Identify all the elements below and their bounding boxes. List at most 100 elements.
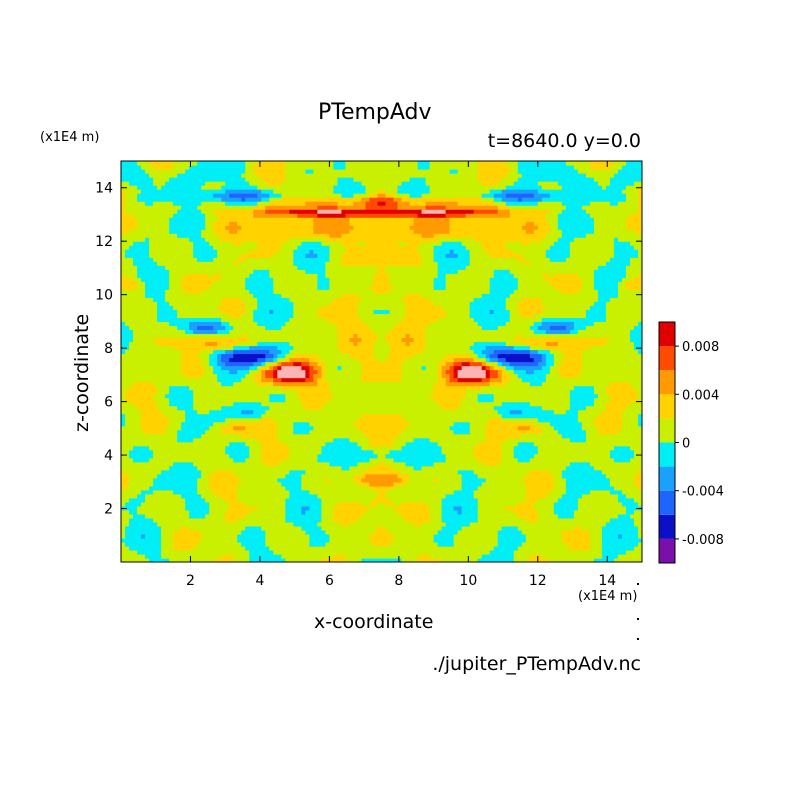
contour-cell [269,513,274,519]
contour-cell [193,413,198,419]
contour-cell [485,441,491,447]
contour-cell [129,505,134,511]
contour-cell [333,441,339,447]
contour-cell [577,505,583,511]
contour-cell [565,457,571,463]
contour-cell [493,441,499,447]
contour-cell [381,425,387,431]
contour-cell [597,453,603,459]
contour-cell [325,421,330,427]
contour-cell [453,473,459,479]
contour-cell [421,437,427,443]
contour-cell [457,429,463,435]
contour-cell [589,529,595,535]
contour-cell [401,505,407,511]
contour-cell [485,457,491,463]
contour-cell [385,425,391,431]
contour-cell [609,421,615,427]
contour-cell [321,521,326,527]
contour-cell [609,477,615,483]
contour-cell [213,433,218,439]
contour-cell [253,537,258,543]
contour-cell [321,497,326,503]
contour-cell [481,541,487,547]
contour-cell [629,449,635,455]
contour-cell [437,477,443,483]
contour-cell [325,553,330,559]
contour-cell [625,533,631,539]
contour-cell [573,513,579,519]
contour-cell [569,417,575,423]
contour-cell [433,441,439,447]
contour-cell [445,533,451,539]
contour-cell [437,501,443,507]
contour-cell [301,457,306,463]
contour-cell [553,505,559,511]
contour-cell [585,449,591,455]
contour-cell [581,533,587,539]
contour-cell [441,413,447,419]
contour-cell [445,469,451,475]
contour-cell [253,501,258,507]
contour-cell [337,493,343,499]
contour-cell [349,437,355,443]
contour-cell [401,465,407,471]
contour-cell [313,541,318,547]
contour-cell [325,521,330,527]
contour-cell [393,505,399,511]
contour-cell [325,513,330,519]
contour-cell [201,469,206,475]
contour-cell [309,505,314,511]
contour-cell [549,513,555,519]
contour-cell [185,469,190,475]
contour-cell [149,501,154,507]
contour-cell [129,449,134,455]
contour-cell [433,553,439,559]
contour-cell [549,537,555,543]
contour-cell [337,513,343,519]
contour-cell [317,473,322,479]
contour-cell [565,517,571,523]
contour-cell [465,485,471,491]
contour-cell [321,553,326,559]
contour-cell [229,453,234,459]
contour-cell [277,437,282,443]
contour-cell [569,433,575,439]
contour-cell [453,481,459,487]
contour-cell [329,557,335,562]
contour-cell [173,421,178,427]
contour-cell [549,521,555,527]
contour-cell [153,521,158,527]
contour-cell [361,477,367,483]
contour-cell [321,413,326,419]
contour-cell [469,521,475,527]
contour-cell [149,453,154,459]
contour-cell [305,557,310,562]
contour-cell [305,497,310,503]
contour-cell [349,497,355,503]
contour-cell [125,437,130,443]
contour-cell [393,513,399,519]
contour-cell [277,469,282,475]
contour-cell [233,509,238,515]
contour-cell [525,421,531,427]
contour-cell [333,521,339,527]
contour-cell [489,461,495,467]
contour-cell [241,557,246,562]
contour-cell [401,413,407,419]
contour-cell [633,525,639,531]
contour-cell [221,485,226,491]
contour-cell [165,485,170,491]
contour-cell [353,549,359,555]
contour-cell [181,421,186,427]
contour-cell [253,465,258,471]
contour-cell [501,449,507,455]
contour-cell [341,437,347,443]
contour-cell [177,409,182,415]
contour-cell [513,545,519,551]
contour-cell [557,541,563,547]
contour-cell [449,489,455,495]
contour-cell [345,521,351,527]
contour-cell [297,541,302,547]
contour-cell [377,501,383,507]
